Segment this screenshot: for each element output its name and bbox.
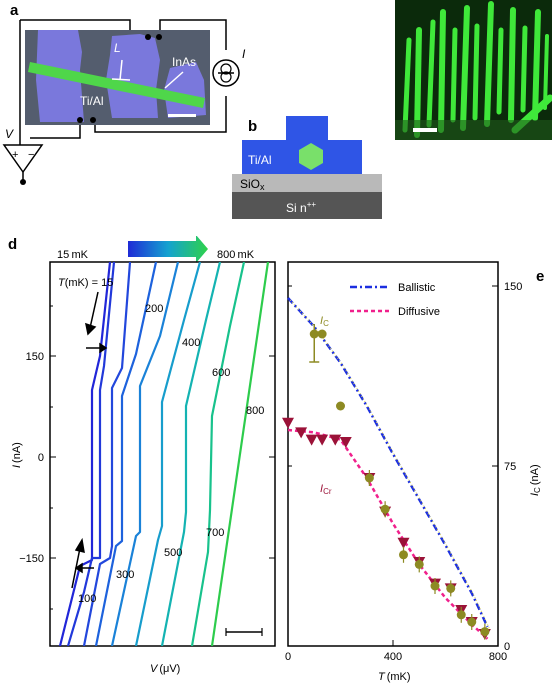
- label-tial-b: Ti/Al: [248, 153, 272, 167]
- xlabel-e: T (mK): [378, 671, 411, 683]
- fit-guide: [289, 299, 490, 630]
- ic-markers: [309, 324, 490, 640]
- icr-point: [316, 434, 329, 446]
- iv-curve-800: [210, 262, 270, 646]
- tial-contact: [242, 116, 362, 174]
- siox-layer: [232, 174, 382, 192]
- xtick-e-0: 0: [285, 651, 291, 663]
- fit-ballistic: [287, 297, 489, 628]
- iv-curve-200: [82, 262, 132, 646]
- temp-label-100: 100: [78, 593, 96, 605]
- contact-pads: [77, 34, 162, 123]
- iv-curve-700: [190, 262, 246, 646]
- iv-curve-400: [110, 262, 180, 646]
- panel-a-device-diagram: L InAs Ti/Al I V + −: [2, 19, 246, 185]
- icr-point: [339, 437, 352, 448]
- ytick-e-150: 150: [504, 281, 522, 293]
- label-voltage: V: [5, 127, 14, 141]
- voltmeter-icon: [2, 144, 44, 174]
- label-plus: +: [12, 149, 18, 161]
- label-minus: −: [28, 149, 34, 161]
- temp-label-200: 200: [145, 303, 163, 315]
- label-siox: SiOx: [240, 177, 265, 192]
- panel-letter-d: d: [8, 236, 18, 253]
- si-substrate: [232, 192, 382, 219]
- temp-label-500: 500: [164, 547, 182, 559]
- temp-label-600: 600: [212, 367, 230, 379]
- icr-point: [305, 434, 318, 446]
- icr-point: [295, 427, 308, 439]
- ic-point: [309, 329, 319, 339]
- sweep-arrows: [71, 291, 108, 589]
- xlabel-d: V (μV): [150, 663, 180, 675]
- ytick-d-0: 0: [38, 452, 44, 464]
- panel-letter-e: e: [536, 268, 545, 285]
- panel-letter-b: b: [248, 118, 258, 135]
- panel-d-iv-chart: 15 mK 800 mK 150 0 −150 I(nA) V (μV): [11, 236, 276, 675]
- colorbar-arrow: [128, 236, 208, 263]
- xtick-e-800: 800: [489, 651, 507, 663]
- colorbar-left-label: 15 mK: [57, 249, 89, 261]
- inas-arrow: [164, 71, 184, 89]
- temp-label-400: 400: [182, 337, 200, 349]
- iv-curve-100: [66, 262, 116, 646]
- panel-e-ic-chart: 0 400 800 0 75 150 T (mK) IC(nA) Ballisti…: [282, 261, 542, 683]
- legend-e: Ballistic Diffusive: [350, 282, 440, 318]
- legend-diffusive-label: Diffusive: [398, 306, 440, 318]
- scale-bar-c: [413, 128, 437, 132]
- fit-curves: [287, 297, 490, 640]
- l-arrow: [119, 59, 123, 81]
- iv-curve-300: [94, 262, 158, 646]
- ic-point: [317, 329, 327, 339]
- nanowire-hexagon: [299, 143, 323, 170]
- nanowire-array: [402, 1, 552, 138]
- iv-curve-15: [58, 262, 112, 646]
- ytick-d-minus150: −150: [19, 553, 44, 565]
- panel-letter-a: a: [10, 2, 19, 19]
- icr-markers: [282, 417, 491, 640]
- ylabel-e: IC(nA): [529, 464, 542, 496]
- scale-bar: [168, 114, 196, 117]
- temp-label-700: 700: [206, 527, 224, 539]
- temp-label-15: T(mK) = 15: [58, 277, 113, 289]
- icr-point: [282, 417, 294, 429]
- nanowire: [28, 62, 205, 108]
- colorbar-right-label: 800 mK: [217, 249, 255, 261]
- ic-point: [336, 401, 345, 411]
- label-tial-a: Ti/Al: [80, 94, 104, 108]
- iv-curve-600: [160, 262, 222, 646]
- ytick-e-75: 75: [504, 461, 516, 473]
- tick-labels-e: 0 400 800 0 75 150: [285, 281, 522, 663]
- l-gap-marker: [111, 78, 131, 81]
- label-current: I: [242, 47, 246, 61]
- xtick-e-400: 400: [384, 651, 402, 663]
- icr-point: [329, 434, 342, 446]
- icr-point: [397, 537, 410, 549]
- temp-label-800: 800: [246, 405, 264, 417]
- label-inas: InAs: [172, 55, 196, 69]
- annotation-ic: IC: [320, 315, 329, 328]
- label-l: L: [114, 41, 121, 55]
- iv-curves: [58, 262, 270, 646]
- temp-label-300: 300: [116, 569, 134, 581]
- iv-curve-500: [134, 262, 202, 646]
- ytick-e-0: 0: [504, 641, 510, 653]
- legend-ballistic-label: Ballistic: [398, 282, 436, 294]
- panel-b-cross-section: Ti/Al SiOx Si n++: [232, 116, 382, 219]
- axis-ticks-e: [287, 285, 499, 647]
- ytick-d-150: 150: [26, 351, 44, 363]
- label-si: Si n++: [286, 200, 316, 215]
- annotation-icr: ICr: [320, 483, 332, 496]
- panel-c-sem-image: [395, 0, 552, 140]
- ylabel-d: I(nA): [11, 442, 23, 468]
